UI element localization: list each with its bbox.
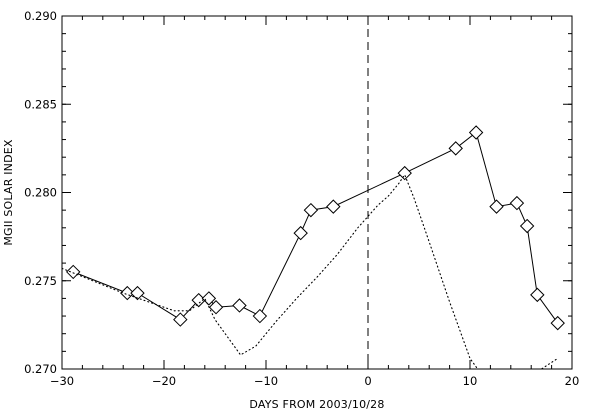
data-point-diamond [303, 202, 319, 218]
x-tick-label: 0 [364, 374, 371, 388]
data-point-diamond [293, 225, 308, 241]
x-tick-label: 20 [565, 374, 580, 388]
data-point-diamond [326, 199, 341, 214]
axes: −30 −20 −10 0 10 20 0.270 0.275 0.280 0.285 0.290 [24, 9, 579, 388]
x-axis-title: DAYS FROM 2003/10/28 [249, 398, 384, 411]
data-point-diamond [519, 218, 535, 234]
data-point-diamond [397, 165, 412, 181]
plot-area [62, 16, 565, 369]
data-point-diamond [201, 291, 217, 306]
y-tick-label: 0.280 [24, 186, 57, 200]
data-point-diamond [120, 285, 135, 301]
data-point-diamond [489, 199, 504, 214]
x-tick-label: 10 [463, 374, 478, 388]
data-point-diamond [448, 141, 463, 156]
data-point-diamond [208, 300, 224, 315]
data-point-diamond [550, 315, 565, 331]
y-tick-label: 0.270 [24, 362, 57, 376]
y-axis-title: MGII SOLAR INDEX [2, 139, 15, 246]
y-tick-label: 0.275 [24, 274, 57, 288]
data-point-diamond [232, 298, 247, 313]
x-tick-label: −30 [50, 374, 74, 388]
x-tick-label: −20 [152, 374, 176, 388]
series-dotted-line [62, 173, 559, 369]
data-point-diamond [252, 308, 268, 324]
data-point-diamond [468, 125, 484, 140]
x-tick-label: −10 [254, 374, 278, 388]
data-point-diamond [173, 312, 188, 327]
y-tick-label: 0.290 [24, 9, 57, 23]
y-tick-label: 0.285 [24, 97, 57, 111]
data-point-diamond [530, 287, 545, 303]
data-point-diamond [66, 264, 81, 280]
series-line [73, 131, 559, 324]
plot-frame [61, 15, 573, 370]
data-point-diamond [130, 285, 145, 301]
data-point-diamond [509, 195, 525, 211]
